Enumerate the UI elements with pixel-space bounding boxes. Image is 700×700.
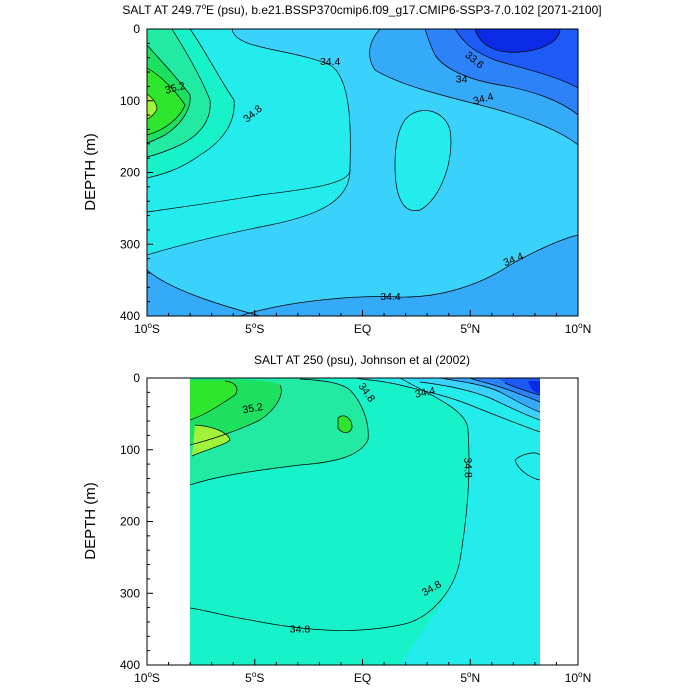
bottom-contour-lines <box>190 378 540 631</box>
bottom-contour-label-text: 35.2 <box>242 401 264 416</box>
bottom-y-tick-label: 400 <box>120 658 140 672</box>
bottom-y-tick-label: 300 <box>120 586 140 600</box>
bottom-contour-label: 34.8 <box>461 457 474 478</box>
top-band-34.4-bottom <box>147 270 260 316</box>
top-band-34.4-deep <box>240 235 578 316</box>
bottom-panel-title: SALT AT 250 (psu), Johnson et al (2002) <box>254 353 470 367</box>
top-contour-label: 34.4 <box>380 291 401 303</box>
bot-patch-35.2-center <box>338 415 353 433</box>
bottom-contour-label-text: 34.8 <box>290 624 311 636</box>
top-y-tick-label: 100 <box>120 94 140 108</box>
top-contour-label: 34 <box>456 74 468 86</box>
bot-band-35.4 <box>190 381 237 420</box>
top-panel: SALT AT 249.7oE (psu), b.e21.BSSP370cmip… <box>82 2 602 336</box>
bottom-x-tick-label: 10oS <box>134 670 160 685</box>
top-y-tick-label: 200 <box>120 166 140 180</box>
top-contour-label-text: 34.4 <box>320 56 341 68</box>
top-y-tick-label: 300 <box>120 237 140 251</box>
bottom-axes: 10oS 5oS EQ 5oN 10oN 0 100 200 300 400 <box>120 371 591 685</box>
bottom-x-tick-label: 5oS <box>245 670 264 685</box>
bot-band-33.6 <box>528 381 540 394</box>
bottom-contour-label-text: 34.8 <box>461 457 474 478</box>
top-salinity-field <box>147 29 578 316</box>
top-contour-label: 34.4 <box>472 91 495 108</box>
top-patch-34.6-north <box>395 110 451 211</box>
bot-patch-34.6-east <box>515 452 540 480</box>
top-contour-label-text: 34 <box>456 74 468 86</box>
bottom-y-tick-label: 100 <box>120 443 140 457</box>
top-x-tick-label: 10oN <box>565 321 591 336</box>
top-y-axis-title: DEPTH (m) <box>82 133 99 211</box>
bottom-contour-label-text: 34.4 <box>414 385 437 401</box>
top-contour-label: 34.4 <box>320 56 341 68</box>
bot-band-35.6 <box>192 425 230 456</box>
bottom-salinity-field <box>190 378 540 665</box>
bottom-x-tick-label: 5oN <box>460 670 480 685</box>
bottom-x-tick-label: 10oN <box>565 670 591 685</box>
top-contour-label-text: 34.4 <box>472 91 495 108</box>
top-band-35.4 <box>147 68 185 135</box>
top-panel-title: SALT AT 249.7oE (psu), b.e21.BSSP370cmip… <box>122 2 601 17</box>
top-contour-label-text: 35.2 <box>164 80 187 97</box>
bottom-contour-label: 35.2 <box>242 401 264 416</box>
top-contour-lines <box>147 29 578 316</box>
top-band-34.6-bl <box>147 170 350 255</box>
bottom-x-tick-label: EQ <box>354 671 371 685</box>
top-x-tick-label: 5oN <box>460 321 480 336</box>
bottom-contour-labels: 35.234.8 34.434.834.834.8 <box>242 381 474 636</box>
bottom-y-axis-title: DEPTH (m) <box>82 482 99 560</box>
bot-band-34.6-right <box>400 378 540 665</box>
bottom-y-tick-label: 200 <box>120 515 140 529</box>
top-axes: 10oS 5oS EQ 5oN 10oN 0 100 200 300 400 <box>120 22 591 336</box>
top-band-33.6 <box>475 29 560 53</box>
bottom-panel: SALT AT 250 (psu), Johnson et al (2002) <box>82 353 591 685</box>
top-y-tick-label: 0 <box>133 22 140 36</box>
top-y-tick-label: 400 <box>120 309 140 323</box>
top-contour-label-text: 34.4 <box>380 291 401 303</box>
top-contour-label: 35.2 <box>164 80 187 97</box>
bottom-contour-label: 34.8 <box>290 624 311 636</box>
top-x-tick-label: 10oS <box>134 321 160 336</box>
bottom-contour-label: 34.4 <box>414 385 437 401</box>
top-x-tick-label: EQ <box>354 322 371 336</box>
bottom-y-tick-label: 0 <box>133 371 140 385</box>
top-x-tick-label: 5oS <box>245 321 264 336</box>
